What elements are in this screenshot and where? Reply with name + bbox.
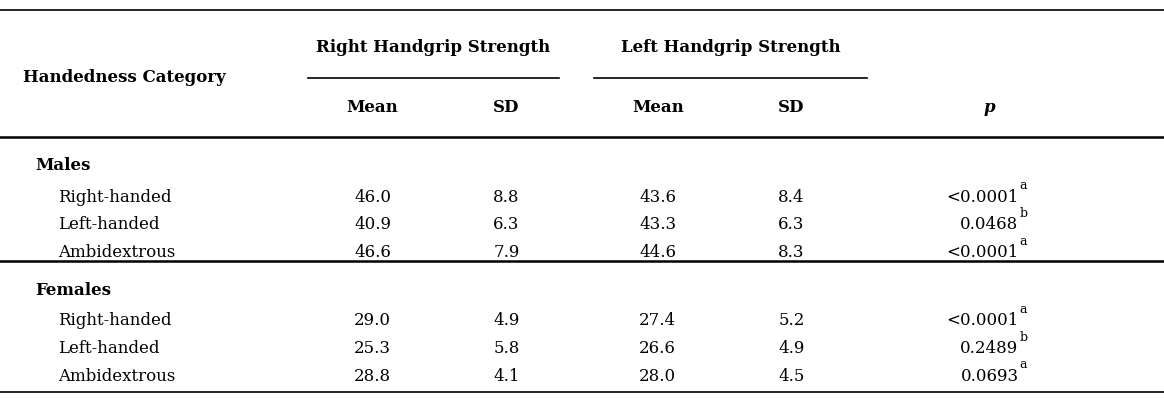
Text: 25.3: 25.3 [354,340,391,357]
Text: Left-handed: Left-handed [58,217,159,233]
Text: Right Handgrip Strength: Right Handgrip Strength [317,39,551,56]
Text: Males: Males [35,157,91,174]
Text: 0.0468: 0.0468 [960,217,1018,233]
Text: Mean: Mean [347,99,398,116]
Text: a: a [1020,359,1027,371]
Text: Handedness Category: Handedness Category [23,69,226,86]
Text: Right-handed: Right-handed [58,189,172,205]
Text: <0.0001: <0.0001 [946,312,1018,329]
Text: 0.0693: 0.0693 [960,368,1018,384]
Text: Left-handed: Left-handed [58,340,159,357]
Text: 8.3: 8.3 [779,244,804,261]
Text: 6.3: 6.3 [494,217,519,233]
Text: Left Handgrip Strength: Left Handgrip Strength [620,39,840,56]
Text: p: p [984,99,995,116]
Text: 7.9: 7.9 [494,244,519,261]
Text: 8.8: 8.8 [494,189,519,205]
Text: 46.0: 46.0 [354,189,391,205]
Text: 5.8: 5.8 [494,340,519,357]
Text: 28.8: 28.8 [354,368,391,384]
Text: 4.9: 4.9 [494,312,519,329]
Text: 4.9: 4.9 [779,340,804,357]
Text: 5.2: 5.2 [779,312,804,329]
Text: 44.6: 44.6 [639,244,676,261]
Text: <0.0001: <0.0001 [946,189,1018,205]
Text: Females: Females [35,282,111,299]
Text: 43.3: 43.3 [639,217,676,233]
Text: 27.4: 27.4 [639,312,676,329]
Text: 29.0: 29.0 [354,312,391,329]
Text: a: a [1020,303,1027,316]
Text: b: b [1020,207,1028,220]
Text: 4.1: 4.1 [494,368,519,384]
Text: Right-handed: Right-handed [58,312,172,329]
Text: SD: SD [494,99,519,116]
Text: a: a [1020,179,1027,192]
Text: a: a [1020,235,1027,248]
Text: 43.6: 43.6 [639,189,676,205]
Text: Ambidextrous: Ambidextrous [58,244,176,261]
Text: 40.9: 40.9 [354,217,391,233]
Text: 8.4: 8.4 [779,189,804,205]
Text: b: b [1020,331,1028,343]
Text: SD: SD [779,99,804,116]
Text: Mean: Mean [632,99,683,116]
Text: 4.5: 4.5 [779,368,804,384]
Text: 46.6: 46.6 [354,244,391,261]
Text: 28.0: 28.0 [639,368,676,384]
Text: 0.2489: 0.2489 [960,340,1018,357]
Text: <0.0001: <0.0001 [946,244,1018,261]
Text: 6.3: 6.3 [779,217,804,233]
Text: Ambidextrous: Ambidextrous [58,368,176,384]
Text: 26.6: 26.6 [639,340,676,357]
